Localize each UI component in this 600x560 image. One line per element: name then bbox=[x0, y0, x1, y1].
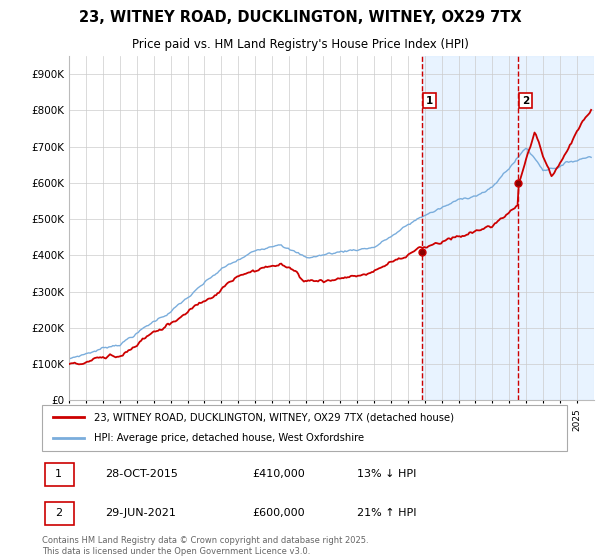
Text: 29-JUN-2021: 29-JUN-2021 bbox=[105, 508, 176, 518]
Text: 1: 1 bbox=[426, 96, 433, 106]
Text: £410,000: £410,000 bbox=[252, 469, 305, 479]
FancyBboxPatch shape bbox=[44, 502, 74, 525]
Text: 13% ↓ HPI: 13% ↓ HPI bbox=[357, 469, 416, 479]
Text: 23, WITNEY ROAD, DUCKLINGTON, WITNEY, OX29 7TX (detached house): 23, WITNEY ROAD, DUCKLINGTON, WITNEY, OX… bbox=[95, 412, 455, 422]
Text: 28-OCT-2015: 28-OCT-2015 bbox=[105, 469, 178, 479]
Text: Price paid vs. HM Land Registry's House Price Index (HPI): Price paid vs. HM Land Registry's House … bbox=[131, 38, 469, 51]
Text: Contains HM Land Registry data © Crown copyright and database right 2025.
This d: Contains HM Land Registry data © Crown c… bbox=[42, 536, 368, 556]
Text: 1: 1 bbox=[55, 469, 62, 479]
Text: 2: 2 bbox=[55, 508, 62, 518]
Bar bbox=[422, 56, 594, 400]
Text: £600,000: £600,000 bbox=[252, 508, 305, 518]
FancyBboxPatch shape bbox=[44, 463, 74, 486]
Text: 2: 2 bbox=[522, 96, 529, 106]
Text: 23, WITNEY ROAD, DUCKLINGTON, WITNEY, OX29 7TX: 23, WITNEY ROAD, DUCKLINGTON, WITNEY, OX… bbox=[79, 11, 521, 25]
Text: HPI: Average price, detached house, West Oxfordshire: HPI: Average price, detached house, West… bbox=[95, 433, 365, 444]
FancyBboxPatch shape bbox=[42, 405, 567, 451]
Text: 21% ↑ HPI: 21% ↑ HPI bbox=[357, 508, 416, 518]
